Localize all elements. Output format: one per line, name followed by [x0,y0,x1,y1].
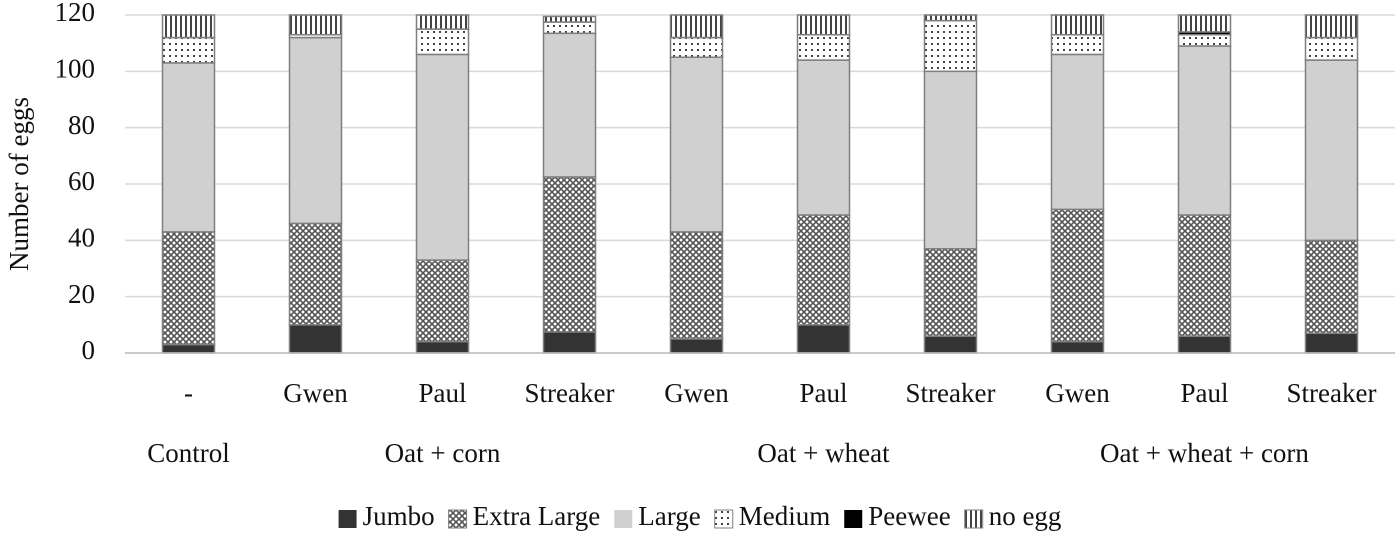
x-tick-label: Gwen [1045,378,1110,408]
bar-segment [1304,59,1359,242]
bar-segment [1050,340,1105,354]
bar-segment [669,231,724,340]
bar-segment [288,324,343,354]
legend-label: Medium [739,501,831,531]
bar-segment [1050,53,1105,211]
bar-segment [542,21,597,35]
bar-segment [415,53,470,261]
bar-segment [415,340,470,354]
bar-segment [542,331,597,354]
y-tick-label: 60 [68,166,95,196]
legend-label: Extra Large [473,501,601,531]
legend-label: Large [638,501,700,531]
bar-segment [923,14,978,22]
legend-swatch [964,509,984,529]
bar-segment [923,248,978,337]
bar-segment [1304,332,1359,354]
bar-segment [1050,208,1105,343]
x-tick-label: Streaker [906,378,996,408]
bar-segment [415,14,470,30]
bar-segment [1304,14,1359,39]
legend-swatch [844,510,863,528]
bar-segment [1177,214,1232,337]
x-tick-label: - [184,378,193,408]
x-tick-label: Streaker [525,378,615,408]
bar-segment [923,335,978,354]
y-tick-label: 0 [82,335,96,365]
bar-segment [415,28,470,56]
bar-segment [415,259,470,343]
legend-swatch [614,510,633,528]
bar-segment [669,14,724,39]
bar-segment [542,32,597,178]
bar-segment [161,14,216,39]
group-label: Oat + wheat + corn [1100,438,1309,468]
bar-segment [796,33,851,61]
y-axis-title: Number of eggs [4,97,34,271]
bar-segment [288,36,343,225]
bar-segment [1304,239,1359,335]
bar-segment [796,14,851,36]
legend-label: no egg [989,501,1062,531]
bar-segment [1177,33,1232,47]
y-tick-label: 100 [55,54,96,84]
legend-label: Peewee [868,501,950,531]
y-tick-label: 40 [68,223,95,253]
bar-segment [796,214,851,326]
bar-segment [161,62,216,233]
bar-segment [1050,33,1105,56]
bar-segment [288,14,343,36]
legend-swatch [448,509,468,529]
x-tick-label: Paul [1180,378,1228,408]
bar-segment [1050,14,1105,36]
bar-segment [923,70,978,250]
x-tick-label: Gwen [283,378,348,408]
bar-segment [796,59,851,216]
x-tick-label: Paul [799,378,847,408]
y-tick-label: 20 [68,279,95,309]
bar-segment [669,338,724,354]
x-tick-label: Gwen [664,378,729,408]
bar-segment [1177,335,1232,354]
legend-swatch [714,509,734,529]
y-tick-label: 80 [68,110,95,140]
x-tick-label: Paul [418,378,466,408]
bar-segment [669,56,724,233]
bar-segment [161,36,216,64]
legend-swatch [338,510,357,528]
bar-segment [542,15,597,23]
bar-segment [161,343,216,354]
bar-segment [288,222,343,326]
bar-segment [1304,36,1359,61]
legend-label: Jumbo [363,501,435,531]
x-tick-label: Streaker [1287,378,1377,408]
bar-segment [1177,45,1232,216]
group-label: Control [147,438,230,468]
group-label: Oat + corn [385,438,501,468]
y-tick-label: 120 [55,0,96,27]
bar-segment [923,19,978,73]
bar-segment [1177,14,1232,33]
bar-segment [161,231,216,346]
bar-segment [796,324,851,354]
bar-segment [669,36,724,58]
group-label: Oat + wheat [757,438,890,468]
bar-segment [542,176,597,333]
